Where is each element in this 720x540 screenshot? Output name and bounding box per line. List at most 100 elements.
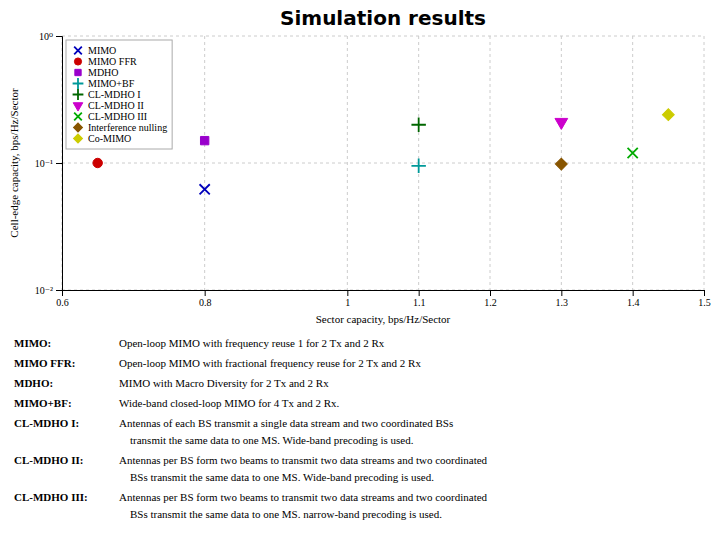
y-tick-label: 10⁰ xyxy=(39,31,53,42)
legend-marker xyxy=(74,113,82,121)
x-axis-line xyxy=(63,291,705,297)
x-tick-label: 0.8 xyxy=(199,297,212,308)
x-tick-mark xyxy=(205,290,206,296)
y-grid-line xyxy=(62,36,704,37)
x-axis-title: Sector capacity, bps/Hz/Sector xyxy=(316,313,451,325)
x-tick: 1.4 xyxy=(627,290,640,308)
x-tick-label: 0.6 xyxy=(56,297,69,308)
y-tick: 10⁻¹ xyxy=(35,158,62,169)
annotation-text: BSs transmit the same data to one MS. na… xyxy=(130,508,442,520)
x-tick: 1 xyxy=(345,290,350,308)
y-tick-mark xyxy=(56,163,62,164)
legend-marker xyxy=(74,58,81,65)
x-tick: 1.5 xyxy=(698,290,711,308)
legend-label: MIMO xyxy=(88,45,116,56)
legend-marker xyxy=(74,47,82,55)
legend: MIMOMIMO FFRMDHOMIMO+BFCL-MDHO ICL-MDHO … xyxy=(66,40,172,149)
legend-label: MIMO FFR xyxy=(88,56,137,67)
annotation-text: Open-loop MIMO with frequency reuse 1 fo… xyxy=(119,337,385,349)
x-tick-mark xyxy=(419,290,420,296)
point xyxy=(200,136,208,144)
x-axis: 0.6 0.8 1 1.1 1.2 1.3 1.4 1.5 xyxy=(56,290,711,308)
legend-marker xyxy=(73,89,84,100)
legend-label: Co-MIMO xyxy=(88,133,131,144)
annotation-label: CL-MDHO III: xyxy=(14,491,88,503)
legend-marker xyxy=(73,78,84,89)
series xyxy=(411,118,425,132)
x-tick-label: 1 xyxy=(345,297,350,308)
annotation-label: MDHO: xyxy=(14,377,53,389)
x-tick-label: 1.4 xyxy=(627,297,640,308)
legend-label: Interference nulling xyxy=(88,122,167,133)
points xyxy=(93,109,674,195)
title: Simulation results xyxy=(280,6,486,30)
legend-label: CL-MDHO II xyxy=(88,100,144,111)
x-tick-label: 1.1 xyxy=(413,297,426,308)
point xyxy=(411,118,425,132)
point xyxy=(200,184,210,194)
x-tick-mark xyxy=(347,290,348,296)
x-tick-mark xyxy=(633,290,634,296)
legend-box xyxy=(66,40,172,149)
series xyxy=(411,159,425,173)
annotations: MIMO: Open-loop MIMO with frequency reuse… xyxy=(14,337,488,520)
legend-marker xyxy=(73,103,83,111)
legend-label: MIMO+BF xyxy=(88,78,135,89)
x-tick: 1.3 xyxy=(556,290,569,308)
y-tick: 10⁻² xyxy=(35,285,62,296)
grid xyxy=(62,36,704,290)
series xyxy=(200,184,210,194)
annotation-text: Wide-band closed-loop MIMO for 4 Tx and … xyxy=(119,397,339,409)
x-tick-label: 1.5 xyxy=(698,297,711,308)
annotation-label: CL-MDHO I: xyxy=(14,417,79,429)
series xyxy=(555,118,568,129)
x-tick-mark xyxy=(561,290,562,296)
point xyxy=(411,159,425,173)
series xyxy=(628,148,638,158)
point xyxy=(662,109,674,121)
legend-marker xyxy=(74,134,83,143)
legend-label: MDHO xyxy=(88,67,119,78)
annotation-text: Antennas per BS form two beams to transm… xyxy=(119,491,488,503)
y-axis: 10⁻² 10⁻¹ 10⁰ xyxy=(35,31,63,296)
x-tick-mark xyxy=(490,290,491,296)
x-tick-label: 1.2 xyxy=(484,297,497,308)
y-tick-mark xyxy=(56,290,62,291)
series xyxy=(93,158,102,167)
x-tick-mark xyxy=(704,290,705,296)
series xyxy=(200,136,208,144)
annotation-text: Antennas per BS form two beams to transm… xyxy=(119,454,488,466)
annotation-text: Open-loop MIMO with fractional frequency… xyxy=(119,357,421,369)
y-grid-line xyxy=(62,163,704,164)
x-tick: 1.2 xyxy=(484,290,497,308)
x-tick: 0.6 xyxy=(56,290,69,308)
point xyxy=(628,148,638,158)
legend-marker xyxy=(75,69,81,75)
annotation-text: BSs transmit the same data to one MS. Wi… xyxy=(130,471,434,483)
x-tick-label: 1.3 xyxy=(556,297,569,308)
series xyxy=(662,109,674,121)
y-tick-mark xyxy=(56,36,62,37)
legend-label: CL-MDHO III xyxy=(88,111,147,122)
x-tick: 0.8 xyxy=(199,290,212,308)
annotation-text: transmit the same data to one MS. Wide-b… xyxy=(130,434,414,446)
y-axis-line xyxy=(56,37,63,291)
point xyxy=(555,158,567,170)
chart: 0.6 0.8 1 1.1 1.2 1.3 1.4 1.5 10⁻² 10⁻¹ 10⁰ Simulat… xyxy=(0,0,720,540)
point xyxy=(93,158,102,167)
legend-marker xyxy=(74,123,83,132)
annotation-label: MIMO+BF: xyxy=(14,397,72,409)
series xyxy=(555,158,567,170)
x-grid-line xyxy=(204,36,205,290)
annotation-label: MIMO FFR: xyxy=(14,357,75,369)
y-tick-label: 10⁻² xyxy=(35,285,53,296)
y-axis-title: Cell-edge capacity, bps/Hz/Sector xyxy=(8,88,20,238)
legend-label: CL-MDHO I xyxy=(88,89,141,100)
annotation-label: CL-MDHO II: xyxy=(14,454,83,466)
x-tick: 1.1 xyxy=(413,290,426,308)
y-tick-label: 10⁻¹ xyxy=(35,158,53,169)
annotation-text: MIMO with Macro Diversity for 2 Tx and 2… xyxy=(119,377,329,389)
annotation-text: Antennas of each BS transmit a single da… xyxy=(119,417,453,429)
annotation-label: MIMO: xyxy=(14,337,51,349)
point xyxy=(555,118,568,129)
